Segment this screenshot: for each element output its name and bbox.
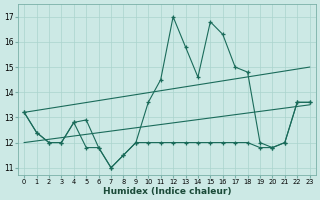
X-axis label: Humidex (Indice chaleur): Humidex (Indice chaleur)	[103, 187, 231, 196]
